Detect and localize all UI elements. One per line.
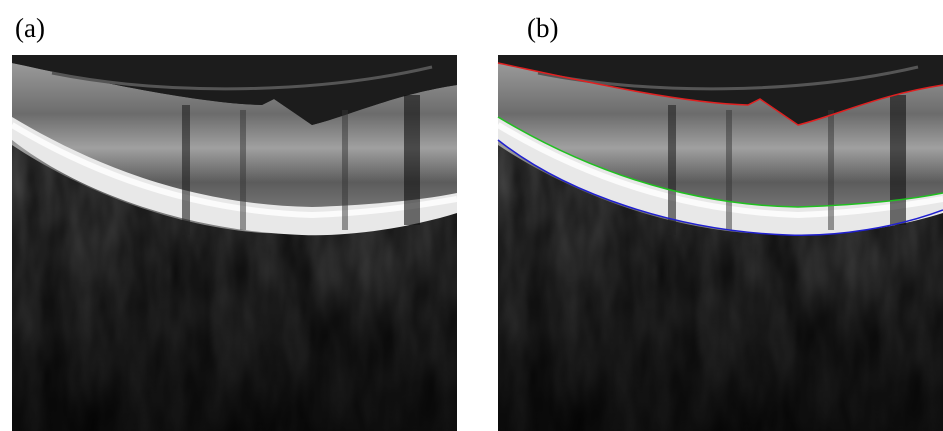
oct-image-b xyxy=(498,55,943,431)
boundary-blue xyxy=(497,139,943,237)
panel-label: (b) xyxy=(527,13,558,43)
boundary-green xyxy=(497,116,943,208)
boundary-red xyxy=(497,62,943,126)
oct-image-a xyxy=(12,55,457,431)
panel-label: (a) xyxy=(15,13,45,43)
